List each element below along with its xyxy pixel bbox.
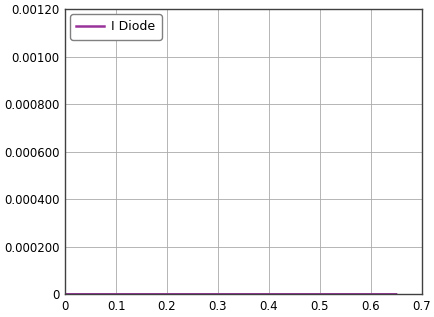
I Diode [223, 292, 228, 296]
Legend: I Diode: I Diode [70, 14, 161, 40]
I Diode [62, 292, 68, 296]
I Diode [383, 292, 388, 296]
I Diode [214, 292, 220, 296]
I Diode [322, 292, 328, 296]
I Diode [79, 292, 85, 296]
I Diode [383, 292, 388, 296]
I Diode [393, 292, 398, 296]
